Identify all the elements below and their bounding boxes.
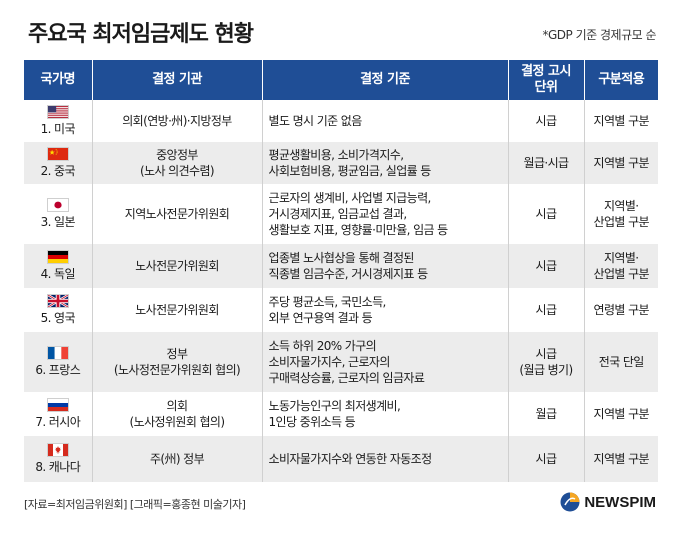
cn-flag-icon [46,147,69,161]
decision-body: 의회(연방·州)·지방정부 [92,100,263,142]
table-row: 8. 캐나다 주(州) 정부 소비자물가지수와 연동한 자동조정 시급 지역별 … [24,436,658,482]
page-title: 주요국 최저임금제도 현황 [28,22,254,47]
decision-body: 지역노사전문가위원회 [92,184,263,244]
notice-unit: 시급 [508,244,585,288]
decision-body: 노사전문가위원회 [92,288,263,332]
notice-unit: 월급 [508,392,585,436]
country-name: 4. 독일 [40,267,76,281]
decision-body: 중앙정부 (노사 의견수렴) [92,142,263,184]
decision-criteria: 주당 평균소득, 국민소득, 외부 연구용역 결과 등 [262,288,509,332]
notice-unit: 시급 [508,288,585,332]
newspim-logo-icon [560,492,580,512]
uk-flag-icon [46,294,69,308]
apply-type: 지역별 구분 [584,436,658,482]
header-criteria: 결정 기준 [262,60,509,100]
country-name: 7. 러시아 [35,415,81,429]
table-row: 6. 프랑스 정부 (노사정전문가위원회 협의) 소득 하위 20% 가구의 소… [24,332,658,392]
fr-flag-icon [46,346,69,360]
table-row: 1. 미국 의회(연방·州)·지방정부 별도 명시 기준 없음 시급 지역별 구… [24,100,658,142]
table-row: 5. 영국 노사전문가위원회 주당 평균소득, 국민소득, 외부 연구용역 결과… [24,288,658,332]
decision-criteria: 근로자의 생계비, 사업별 지급능력, 거시경제지표, 임금교섭 결과, 생활보… [262,184,509,244]
notice-unit: 시급 [508,436,585,482]
ca-flag-icon [46,443,69,457]
country-name: 6. 프랑스 [35,363,81,377]
country-name: 5. 영국 [40,311,76,325]
country-name: 3. 일본 [40,215,76,229]
country-cell: 5. 영국 [24,288,93,332]
de-flag-icon [46,250,69,264]
us-flag-icon [46,105,69,119]
apply-type: 지역별· 산업별 구분 [584,184,658,244]
apply-type: 지역별· 산업별 구분 [584,244,658,288]
country-name: 2. 중국 [40,164,76,178]
country-cell: 8. 캐나다 [24,436,93,482]
header-body: 결정 기관 [92,60,263,100]
newspim-logo: NEWSPIM [560,492,656,512]
table-header-row: 국가명 결정 기관 결정 기준 결정 고시 단위 구분적용 [24,60,658,100]
decision-criteria: 별도 명시 기준 없음 [262,100,509,142]
sort-note: *GDP 기준 경제규모 순 [542,28,657,42]
country-name: 1. 미국 [40,122,76,136]
country-cell: 4. 독일 [24,244,93,288]
header-country: 국가명 [24,60,93,100]
header-apply: 구분적용 [584,60,658,100]
apply-type: 지역별 구분 [584,100,658,142]
country-cell: 7. 러시아 [24,392,93,436]
jp-flag-icon [46,198,69,212]
notice-unit: 시급 [508,100,585,142]
country-cell: 1. 미국 [24,100,93,142]
decision-body: 노사전문가위원회 [92,244,263,288]
notice-unit: 시급 [508,184,585,244]
source-credit: [자료=최저임금위원회] [그래픽=홍종현 미술기자] [24,498,246,511]
decision-body: 정부 (노사정전문가위원회 협의) [92,332,263,392]
ru-flag-icon [46,398,69,412]
decision-criteria: 소득 하위 20% 가구의 소비자물가지수, 근로자의 구매력상승률, 근로자의… [262,332,509,392]
header-unit: 결정 고시 단위 [508,60,585,100]
decision-body: 의회 (노사정위원회 협의) [92,392,263,436]
country-cell: 6. 프랑스 [24,332,93,392]
country-cell: 3. 일본 [24,184,93,244]
decision-body: 주(州) 정부 [92,436,263,482]
table-row: 7. 러시아 의회 (노사정위원회 협의) 노동가능인구의 최저생계비, 1인당… [24,392,658,436]
decision-criteria: 업종별 노사협상을 통해 결정된 직종별 임금수준, 거시경제지표 등 [262,244,509,288]
decision-criteria: 노동가능인구의 최저생계비, 1인당 중위소득 등 [262,392,509,436]
country-name: 8. 캐나다 [35,460,81,474]
minimum-wage-table: 국가명 결정 기관 결정 기준 결정 고시 단위 구분적용 [24,60,658,482]
apply-type: 연령별 구분 [584,288,658,332]
decision-criteria: 평균생활비용, 소비가격지수, 사회보험비용, 평균임금, 실업률 등 [262,142,509,184]
apply-type: 지역별 구분 [584,392,658,436]
apply-type: 지역별 구분 [584,142,658,184]
apply-type: 전국 단일 [584,332,658,392]
table-row: 4. 독일 노사전문가위원회 업종별 노사협상을 통해 결정된 직종별 임금수준… [24,244,658,288]
newspim-logo-text: NEWSPIM [584,493,656,511]
country-cell: 2. 중국 [24,142,93,184]
notice-unit: 시급 (월급 병기) [508,332,585,392]
decision-criteria: 소비자물가지수와 연동한 자동조정 [262,436,509,482]
table-row: 3. 일본 지역노사전문가위원회 근로자의 생계비, 사업별 지급능력, 거시경… [24,184,658,244]
notice-unit: 월급·시급 [508,142,585,184]
table-row: 2. 중국 중앙정부 (노사 의견수렴) 평균생활비용, 소비가격지수, 사회보… [24,142,658,184]
